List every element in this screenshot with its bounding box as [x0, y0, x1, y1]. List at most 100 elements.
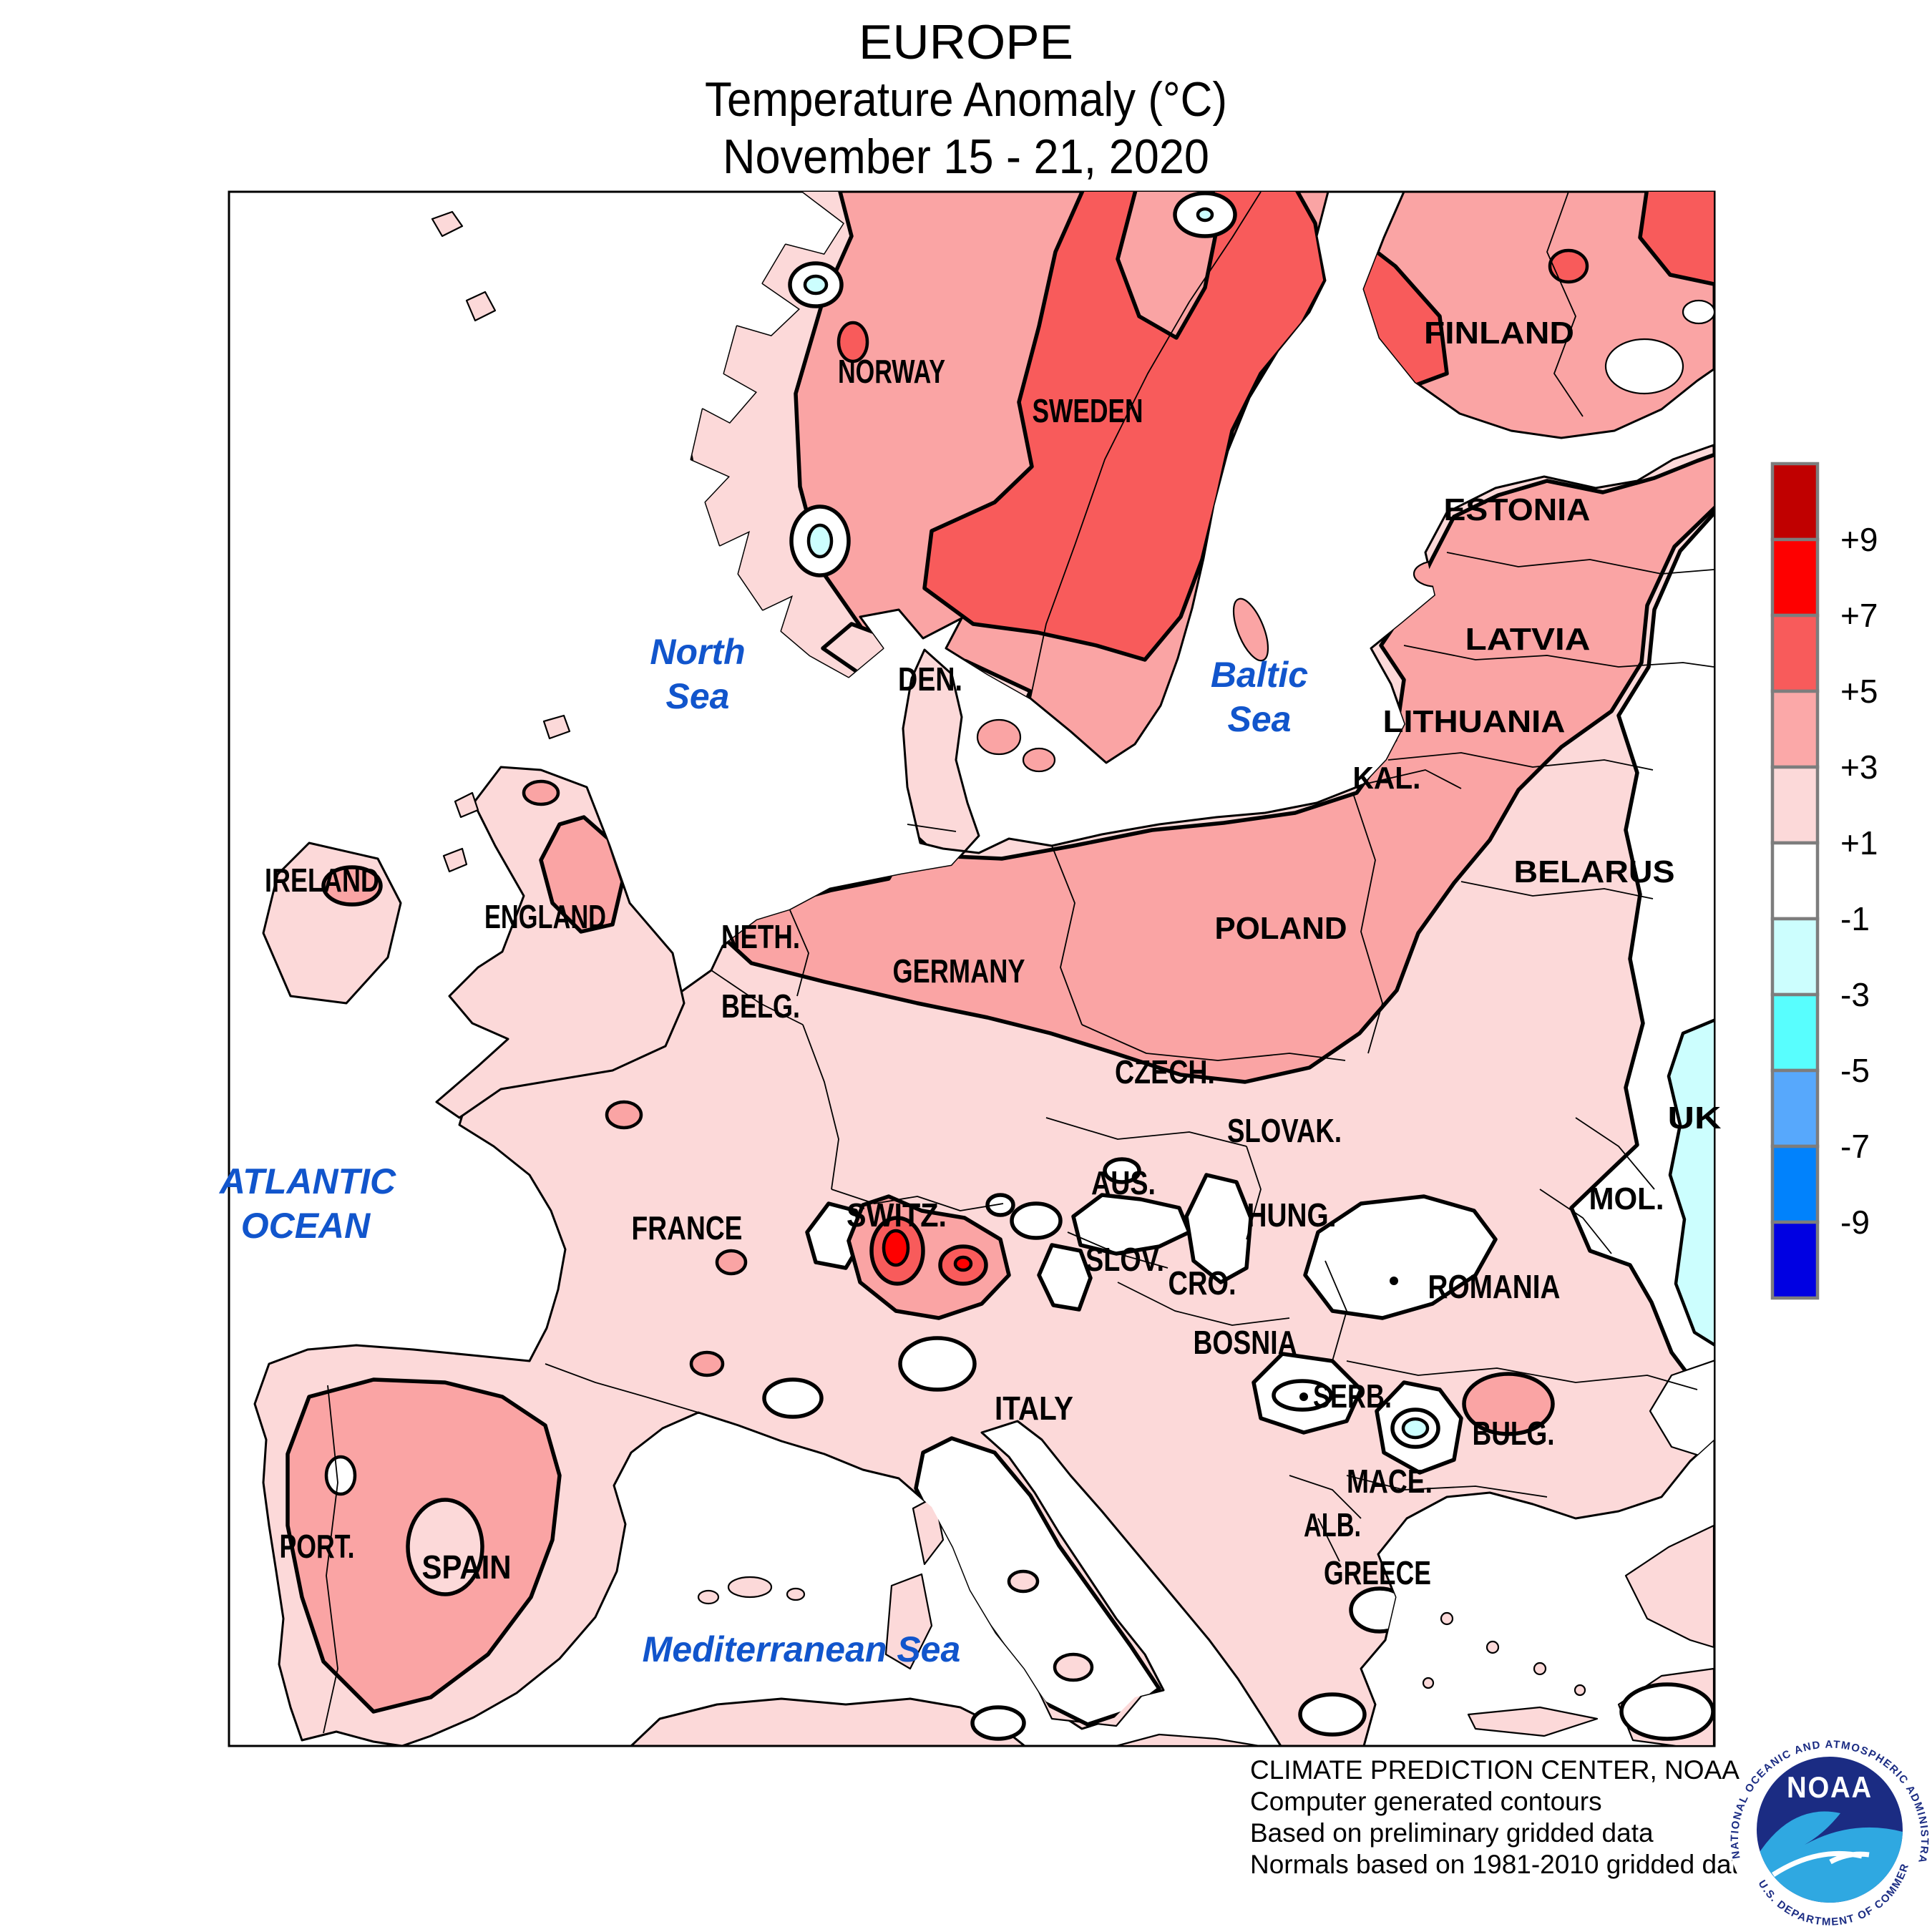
legend-tick: -3	[1840, 976, 1870, 1013]
alps-white-blob	[1037, 1243, 1093, 1312]
sea-labels: North Sea Baltic Sea ATLANTIC OCEAN Medi…	[218, 632, 1308, 1669]
legend-tick: -9	[1840, 1204, 1870, 1241]
border-line	[1117, 1282, 1290, 1326]
islet	[465, 291, 497, 322]
noaa-logo-text: NOAA	[1787, 1770, 1873, 1804]
sardinia	[884, 1573, 933, 1670]
france-salmon-spot	[715, 1249, 748, 1276]
legend-swatch	[1770, 537, 1820, 618]
sweden-plus5-region	[922, 192, 1327, 662]
legend-tick: -1	[1840, 900, 1870, 937]
country-label-switz: SWITZ.	[847, 1196, 947, 1234]
austria-white-band	[1071, 1193, 1191, 1256]
alps-white-west	[805, 1201, 865, 1270]
country-label-cro: CRO.	[1169, 1264, 1236, 1302]
po-valley-white	[898, 1336, 977, 1392]
country-label-serb: SERB.	[1313, 1377, 1392, 1415]
country-label-belarus: BELARUS	[1514, 854, 1675, 889]
country-label-italy: ITALY	[995, 1390, 1073, 1427]
aegean-islet	[1574, 1684, 1586, 1697]
atlantic-ocean-label: OCEAN	[241, 1206, 371, 1246]
legend-tick: +1	[1840, 824, 1878, 862]
country-label-den: DEN.	[898, 660, 962, 698]
border-line	[831, 1189, 1004, 1211]
alps-white-blob	[1010, 1201, 1063, 1240]
credits-block: CLIMATE PREDICTION CENTER, NOAA Computer…	[1250, 1755, 1754, 1879]
border-line	[1289, 1475, 1362, 1562]
country-label-belg: BELG.	[721, 987, 800, 1025]
riviera-white-patch	[762, 1377, 824, 1419]
islet	[442, 847, 468, 873]
country-label-greece: GREECE	[1324, 1554, 1431, 1591]
romania-white-region	[1303, 1194, 1498, 1320]
great-britain	[435, 766, 686, 1119]
country-borders	[323, 191, 1714, 1734]
glacier-cold-spot	[806, 523, 834, 559]
north-cold-spot	[1196, 207, 1214, 223]
country-label-kal: KAL.	[1353, 761, 1421, 796]
england-salmon-blob	[539, 815, 625, 934]
bulgaria-cold-spot	[1401, 1417, 1430, 1440]
legend-tick: -7	[1840, 1128, 1870, 1165]
central-europe-plus3-band	[715, 452, 1714, 1084]
country-labels: NORWAY SWEDEN FINLAND ESTONIA LATVIA LIT…	[265, 316, 1722, 1591]
scotland-salmon-spot	[522, 779, 560, 806]
alps-white-blob	[985, 1193, 1015, 1217]
islet	[431, 210, 464, 238]
aegean-islet	[1485, 1640, 1500, 1654]
border-line	[1051, 845, 1083, 1025]
italy-pink-spot	[1007, 1569, 1040, 1594]
country-label-slov: SLOV.	[1085, 1241, 1164, 1278]
country-label-finland: FINLAND	[1424, 316, 1574, 351]
serbia-contour-dot	[1299, 1392, 1308, 1401]
romania-contour-dot	[1390, 1277, 1398, 1285]
page-title: EUROPE	[859, 15, 1073, 69]
iberia-white-spot	[324, 1455, 357, 1496]
legend-colorbar: +9 +7 +5 +3 +1 -1 -3 -5 -7 -9	[1770, 462, 1878, 1300]
alps-east-hot-core	[953, 1255, 973, 1272]
north-sea-label: Sea	[666, 676, 730, 716]
country-label-spain: SPAIN	[422, 1548, 512, 1586]
country-label-ukraine: UK	[1668, 1101, 1722, 1136]
finland-ne-plus5	[1638, 192, 1714, 287]
border-line	[1081, 1024, 1346, 1061]
border-line	[1324, 1260, 1347, 1362]
mallorca	[727, 1576, 773, 1599]
country-label-czech: CZECH.	[1115, 1053, 1215, 1091]
border-line	[1546, 191, 1584, 417]
legend-swatch	[1770, 1144, 1820, 1224]
islet	[542, 714, 571, 740]
border-line	[1030, 191, 1262, 699]
danish-isle	[1022, 747, 1056, 773]
country-label-norway: NORWAY	[838, 353, 945, 390]
legend-tick: -5	[1840, 1052, 1870, 1089]
country-label-sweden: SWEDEN	[1033, 392, 1143, 429]
legend-swatch	[1770, 1068, 1820, 1148]
norway-plus5-spot	[836, 321, 869, 364]
black-sea	[1649, 1358, 1714, 1463]
anomaly-patches-gb	[522, 779, 625, 934]
legend-swatch	[1770, 841, 1820, 921]
credit-line: Based on preliminary gridded data	[1250, 1818, 1654, 1848]
hungary-white-blob	[1184, 1173, 1253, 1284]
country-label-aus: AUS.	[1091, 1164, 1156, 1201]
gotland	[1232, 597, 1269, 662]
baltic-sea-label: Baltic	[1211, 655, 1308, 695]
aegean-islet	[1440, 1611, 1454, 1626]
peloponnese-white	[1298, 1692, 1367, 1737]
border-line	[802, 1024, 839, 1190]
map-canvas: North Sea Baltic Sea ATLANTIC OCEAN Medi…	[218, 190, 1722, 1747]
country-label-slovak: SLOVAK.	[1227, 1112, 1342, 1149]
country-label-port: PORT.	[280, 1528, 355, 1565]
title-block: EUROPE Temperature Anomaly (°C) November…	[705, 15, 1227, 184]
border-line	[1363, 769, 1462, 789]
border-line	[545, 1363, 699, 1413]
anatolia-white-patch	[1619, 1682, 1715, 1741]
country-label-bulg: BULG.	[1473, 1415, 1555, 1452]
country-label-mol: MOL.	[1589, 1181, 1664, 1216]
credit-line: Normals based on 1981-2010 gridded data	[1250, 1850, 1754, 1879]
legend-tick: +7	[1840, 597, 1878, 634]
calabria-pink-spot	[1053, 1652, 1094, 1682]
bulgaria-salmon-blob	[1462, 1372, 1555, 1436]
